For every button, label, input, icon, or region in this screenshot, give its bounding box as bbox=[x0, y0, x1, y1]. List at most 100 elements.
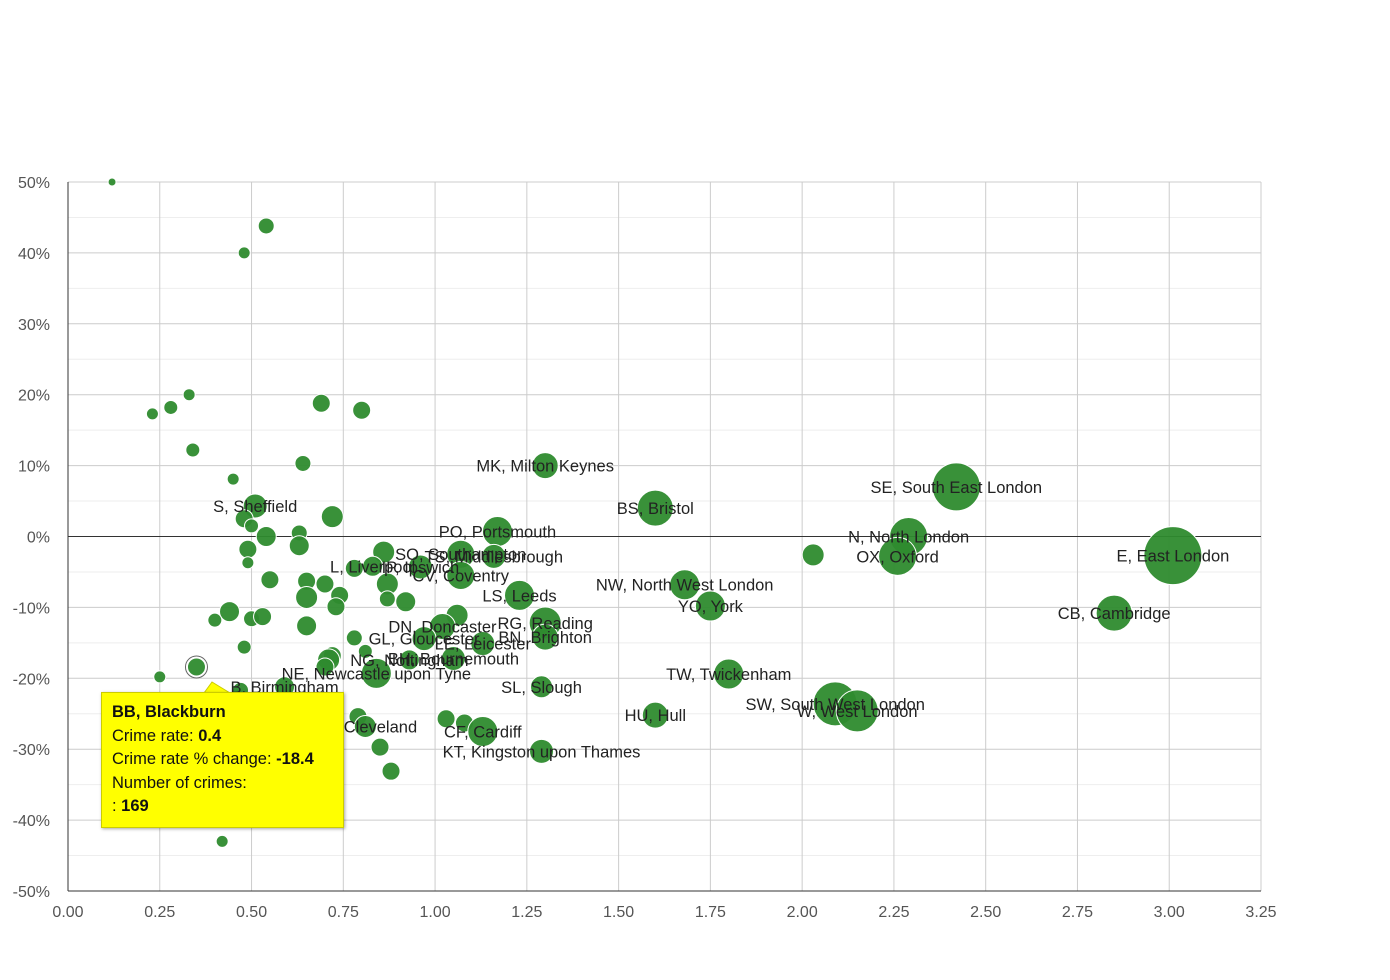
point-label: TS, Middlesbrough bbox=[425, 548, 564, 566]
bubble bbox=[370, 737, 390, 757]
bubble bbox=[357, 643, 373, 659]
bubble bbox=[226, 472, 240, 486]
bubble bbox=[481, 543, 507, 569]
bubble bbox=[288, 535, 310, 557]
bubble bbox=[182, 388, 196, 402]
bubble bbox=[446, 560, 476, 590]
x-tick-label: 1.00 bbox=[420, 904, 451, 921]
point-label: TW, Twickenham bbox=[666, 666, 791, 684]
bubble bbox=[360, 657, 392, 689]
bubble bbox=[255, 526, 277, 547]
x-tick-label: 1.50 bbox=[603, 904, 634, 921]
y-tick-label: 10% bbox=[18, 459, 50, 476]
bubble bbox=[467, 715, 499, 747]
point-label: BN, Brighton bbox=[498, 629, 592, 647]
point-label: HU, Hull bbox=[625, 707, 686, 725]
x-tick-label: 1.75 bbox=[695, 904, 726, 921]
bubble bbox=[353, 715, 377, 739]
y-tick-label: -30% bbox=[13, 742, 50, 759]
point-label: MK, Milton Keynes bbox=[476, 458, 614, 476]
bubble bbox=[378, 590, 396, 608]
x-tick-label: 0.75 bbox=[328, 904, 359, 921]
bubble bbox=[436, 709, 456, 729]
y-tick-label: 30% bbox=[18, 317, 50, 334]
point-label: CF, Cardiff bbox=[444, 723, 522, 741]
bubble bbox=[238, 539, 258, 559]
x-tick-label: 0.00 bbox=[52, 904, 83, 921]
x-tick-label: 0.25 bbox=[144, 904, 175, 921]
bubble bbox=[207, 612, 223, 628]
bubble bbox=[530, 675, 554, 699]
axes: 0.00 0.25 0.50 0.75 1.00 1.25 1.50 1.75 2.00 2.25… bbox=[13, 175, 1277, 921]
point-label: SL, Slough bbox=[501, 679, 582, 697]
bubble bbox=[311, 393, 331, 413]
bubble bbox=[145, 407, 159, 421]
y-tick-label: -10% bbox=[13, 600, 50, 617]
point-label: KT, Kingston upon Thames bbox=[443, 743, 641, 761]
point-label: CV, Coventry bbox=[412, 567, 509, 585]
bubble bbox=[531, 623, 559, 651]
bubble bbox=[1143, 526, 1203, 586]
bubble bbox=[801, 543, 825, 567]
point-label: E, East London bbox=[1116, 548, 1229, 566]
tooltip-crime-rate: Crime rate: 0.4 bbox=[112, 726, 222, 745]
bubble bbox=[219, 601, 241, 623]
bubble bbox=[185, 442, 201, 458]
point-label: NE, Newcastle upon Tyne bbox=[282, 665, 472, 683]
bubble bbox=[153, 670, 167, 684]
y-tick-label: 0% bbox=[27, 530, 50, 547]
bubble bbox=[381, 761, 401, 781]
tooltip-crimes: : 169 bbox=[112, 797, 149, 815]
bubble bbox=[244, 518, 260, 534]
bubble bbox=[236, 639, 252, 655]
point-label: CB, Cambridge bbox=[1058, 605, 1171, 623]
bubble bbox=[470, 631, 496, 657]
bubble bbox=[344, 558, 364, 578]
bubble bbox=[395, 591, 417, 613]
bubble bbox=[296, 615, 318, 637]
x-tick-label: 3.25 bbox=[1245, 904, 1276, 921]
bubble bbox=[529, 738, 555, 764]
y-tick-label: -40% bbox=[13, 813, 50, 830]
bubble bbox=[107, 177, 117, 187]
bubble bbox=[694, 590, 726, 622]
bubble bbox=[636, 489, 674, 527]
point-label: RG, Reading bbox=[498, 615, 593, 633]
bubble bbox=[531, 452, 559, 480]
bubble bbox=[1095, 594, 1133, 632]
bubble bbox=[295, 585, 319, 609]
bubble bbox=[411, 626, 437, 652]
bubbles bbox=[107, 177, 1203, 848]
point-label: NW, North West London bbox=[596, 577, 774, 595]
point-label: N, North London bbox=[848, 529, 969, 547]
bubble bbox=[398, 649, 420, 671]
bubble bbox=[326, 597, 346, 617]
x-tick-label: 2.75 bbox=[1062, 904, 1093, 921]
bubble bbox=[163, 399, 179, 415]
bubble bbox=[713, 658, 745, 690]
bubble bbox=[504, 579, 536, 611]
bubble bbox=[352, 400, 372, 420]
bubble bbox=[407, 554, 433, 580]
y-tick-label: -20% bbox=[13, 671, 50, 688]
bubble bbox=[315, 574, 335, 594]
y-tick-label: 20% bbox=[18, 388, 50, 405]
bubble bbox=[186, 657, 206, 677]
y-tick-label: 50% bbox=[18, 175, 50, 192]
point-label: NG, Nottingham bbox=[350, 652, 468, 670]
bubble bbox=[215, 834, 229, 848]
bubble bbox=[320, 505, 344, 529]
x-tick-label: 3.00 bbox=[1154, 904, 1185, 921]
bubble bbox=[257, 217, 275, 235]
point-label: SE, South East London bbox=[871, 479, 1043, 497]
point-label: S, Sheffield bbox=[213, 498, 297, 516]
point-label: GL, Gloucester bbox=[369, 631, 480, 649]
point-label: SW, South West London bbox=[745, 696, 924, 714]
bubble bbox=[835, 689, 879, 733]
x-tick-label: 0.50 bbox=[236, 904, 267, 921]
bubble bbox=[260, 570, 280, 590]
tooltip: BB, Blackburn Crime rate: 0.4 Crime rate… bbox=[101, 692, 344, 828]
point-label: LS, Leeds bbox=[482, 587, 556, 605]
point-label: L, Liverpool bbox=[330, 558, 415, 576]
